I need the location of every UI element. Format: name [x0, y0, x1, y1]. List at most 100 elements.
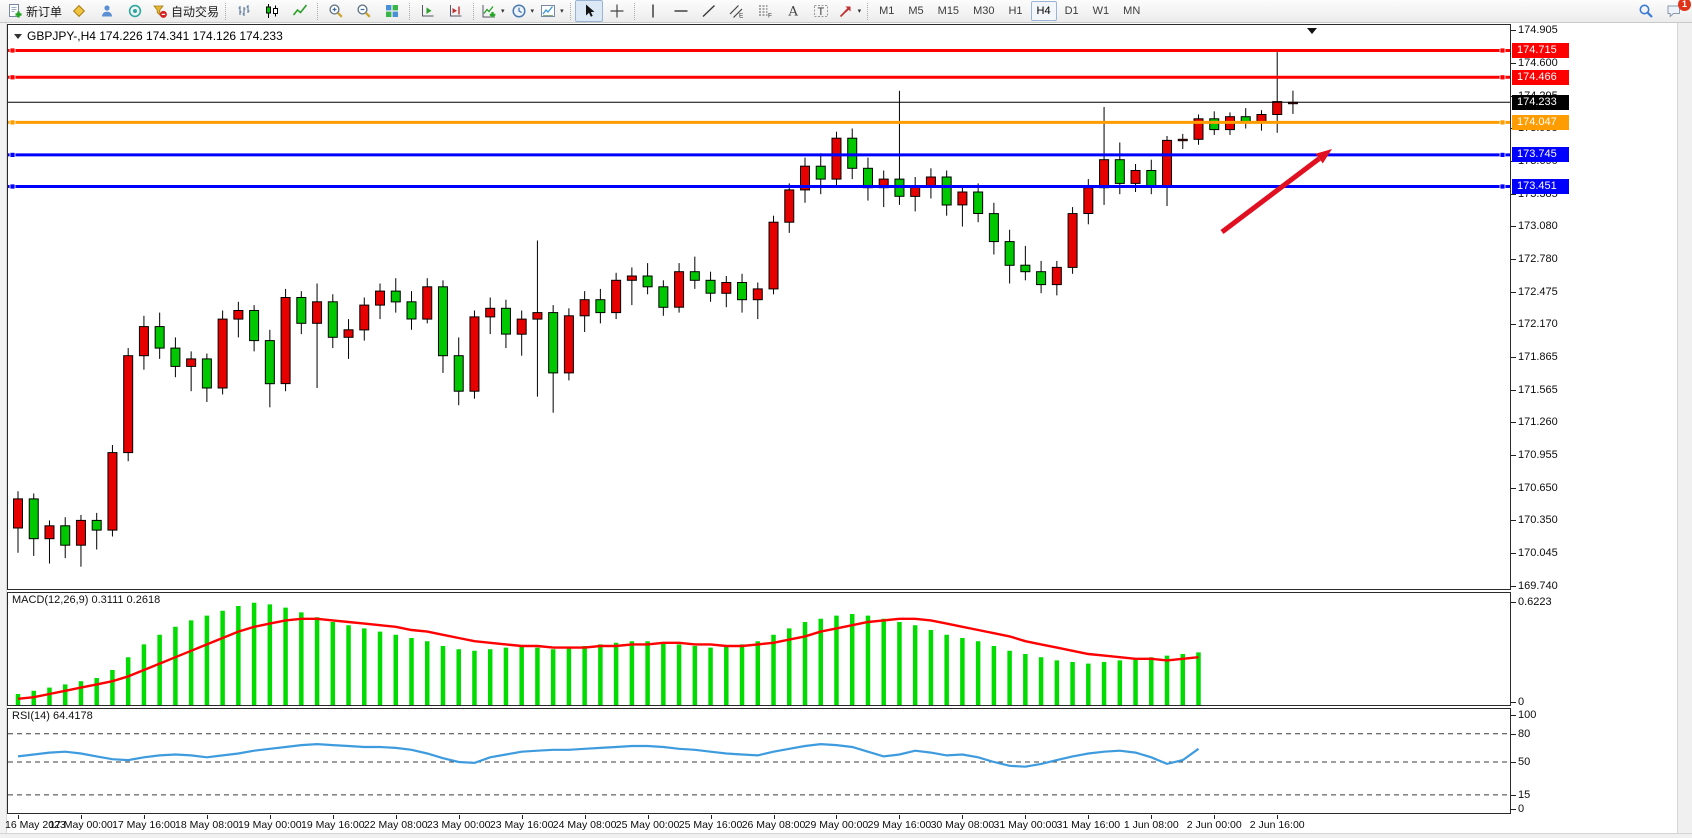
axis-tick-mark: [1511, 292, 1516, 293]
time-tick-mark: [773, 815, 775, 819]
timeframe-m1-button[interactable]: M1: [879, 5, 895, 17]
time-tick-mark: [143, 815, 145, 819]
horizontal-line-button[interactable]: [667, 0, 695, 22]
equidistant-channel-button[interactable]: E: [723, 0, 751, 22]
time-tick-mark: [206, 815, 208, 819]
text-label-icon: T: [813, 5, 828, 18]
axis-tick-mark: [1511, 734, 1516, 735]
crosshair-button[interactable]: [603, 0, 631, 22]
candlestick-chart-button[interactable]: [258, 0, 286, 22]
time-tick-label: 26 May 08:00: [741, 819, 806, 831]
axis-tick-mark: [1511, 809, 1516, 810]
symbol-dropdown-icon[interactable]: [14, 33, 22, 39]
horizontal-line-173.745[interactable]: [8, 152, 1510, 158]
axis-tick-label: 171.260: [1518, 416, 1558, 428]
time-tick-mark: [521, 815, 523, 819]
dropdown-caret-icon[interactable]: ▾: [501, 8, 505, 15]
time-tick-mark: [1025, 815, 1027, 819]
rsi-indicator-pane[interactable]: [7, 708, 1511, 814]
autotrading-button[interactable]: 自动交易: [149, 0, 222, 22]
dropdown-caret-icon[interactable]: ▾: [857, 8, 862, 15]
axis-tick-mark: [1511, 357, 1516, 358]
timeframe-d1-button[interactable]: D1: [1064, 5, 1079, 17]
community-button[interactable]: [93, 0, 121, 22]
candlestick-icon: [266, 4, 279, 18]
cursor-button[interactable]: [574, 0, 603, 22]
horizontal-line-icon: [674, 10, 688, 12]
axis-tick-label: 172.780: [1518, 253, 1558, 265]
time-tick-label: 18 May 08:00: [175, 819, 239, 831]
time-tick-label: 22 May 08:00: [363, 819, 428, 831]
rsi-canvas[interactable]: [8, 709, 1510, 813]
timeframe-m5-button[interactable]: M5: [908, 5, 924, 17]
new-order-button[interactable]: 新订单: [4, 0, 65, 22]
axis-tick-mark: [1511, 226, 1516, 227]
line-chart-button[interactable]: [286, 0, 314, 22]
auto-scroll-button[interactable]: [414, 0, 442, 22]
timeframe-mn-button[interactable]: MN: [1123, 5, 1141, 17]
trendline-icon: [702, 5, 715, 17]
time-tick-mark: [1088, 815, 1090, 819]
axis-tick-mark: [1511, 30, 1516, 31]
axis-tick-label: 169.740: [1518, 580, 1558, 592]
timeframe-w1-button[interactable]: W1: [1092, 5, 1110, 17]
metaeditor-button[interactable]: [65, 0, 93, 22]
market-button[interactable]: [121, 0, 149, 22]
axis-tick-label: 174.905: [1518, 24, 1558, 36]
time-tick-mark: [80, 815, 82, 819]
price-label-174.466: 174.466: [1512, 70, 1569, 85]
macd-histogram: [15, 602, 1201, 705]
horizontal-line-174.047[interactable]: [8, 119, 1510, 126]
bar-chart-button[interactable]: [230, 0, 258, 22]
time-tick-mark: [710, 815, 712, 819]
toolbar-separator: [569, 2, 572, 20]
price-label-174.047: 174.047: [1512, 115, 1569, 130]
timeframe-m15-button[interactable]: M15: [937, 5, 960, 17]
chart-title: GBPJPY-,H4 174.226 174.341 174.126 174.2…: [14, 29, 283, 43]
text-label-button[interactable]: T: [807, 0, 835, 22]
auto-scroll-icon: [422, 5, 434, 17]
periods-button[interactable]: ▾: [508, 0, 538, 22]
indicators-button[interactable]: ▾: [478, 0, 508, 22]
macd-indicator-pane[interactable]: [7, 592, 1511, 706]
time-tick-mark: [269, 815, 271, 819]
vertical-line-button[interactable]: [639, 0, 667, 22]
price-chart-canvas[interactable]: [8, 25, 1510, 589]
time-tick-mark: [836, 815, 838, 819]
trendline-button[interactable]: [695, 0, 723, 22]
zoom-in-button[interactable]: [322, 0, 350, 22]
horizontal-line-174.466[interactable]: [8, 74, 1510, 81]
timeframe-h4-button[interactable]: H4: [1030, 1, 1057, 21]
autotrading-label: 自动交易: [171, 4, 220, 19]
search-button[interactable]: [1632, 0, 1660, 22]
main-price-chart[interactable]: [7, 24, 1511, 590]
templates-button[interactable]: ▾: [537, 0, 567, 22]
horizontal-line-174.715[interactable]: [8, 47, 1510, 54]
text-button[interactable]: A: [779, 0, 807, 22]
timeframe-h1-button[interactable]: H1: [1008, 5, 1023, 17]
tile-windows-button[interactable]: [378, 0, 406, 22]
annotation-arrow[interactable]: [1220, 149, 1332, 234]
dropdown-caret-icon[interactable]: ▾: [560, 8, 564, 15]
time-tick-label: 23 May 00:00: [426, 819, 491, 831]
zoom-in-icon: [329, 4, 343, 18]
macd-canvas[interactable]: [8, 593, 1510, 705]
time-tick-label: 16 May 2023: [5, 819, 66, 831]
window-right-edge: [1677, 23, 1692, 838]
axis-tick-mark: [1511, 324, 1516, 325]
timeframe-m30-button[interactable]: M30: [973, 5, 995, 17]
chat-button[interactable]: 1: [1660, 0, 1691, 22]
time-tick-label: 24 May 08:00: [552, 819, 617, 831]
axis-tick-label: 171.565: [1518, 384, 1558, 396]
toolbar-separator: [317, 2, 319, 20]
horizontal-line-173.451[interactable]: [8, 183, 1510, 190]
arrows-button[interactable]: ▾: [835, 0, 865, 22]
vertical-line-icon: [651, 4, 654, 18]
zoom-out-icon: [357, 4, 371, 18]
chart-shift-button[interactable]: [442, 0, 470, 22]
fibonacci-button[interactable]: F: [751, 0, 779, 22]
time-tick-label: 23 May 16:00: [489, 819, 554, 831]
dropdown-caret-icon[interactable]: ▾: [530, 8, 535, 15]
zoom-out-button[interactable]: [350, 0, 378, 22]
autotrading-icon: [153, 5, 167, 18]
